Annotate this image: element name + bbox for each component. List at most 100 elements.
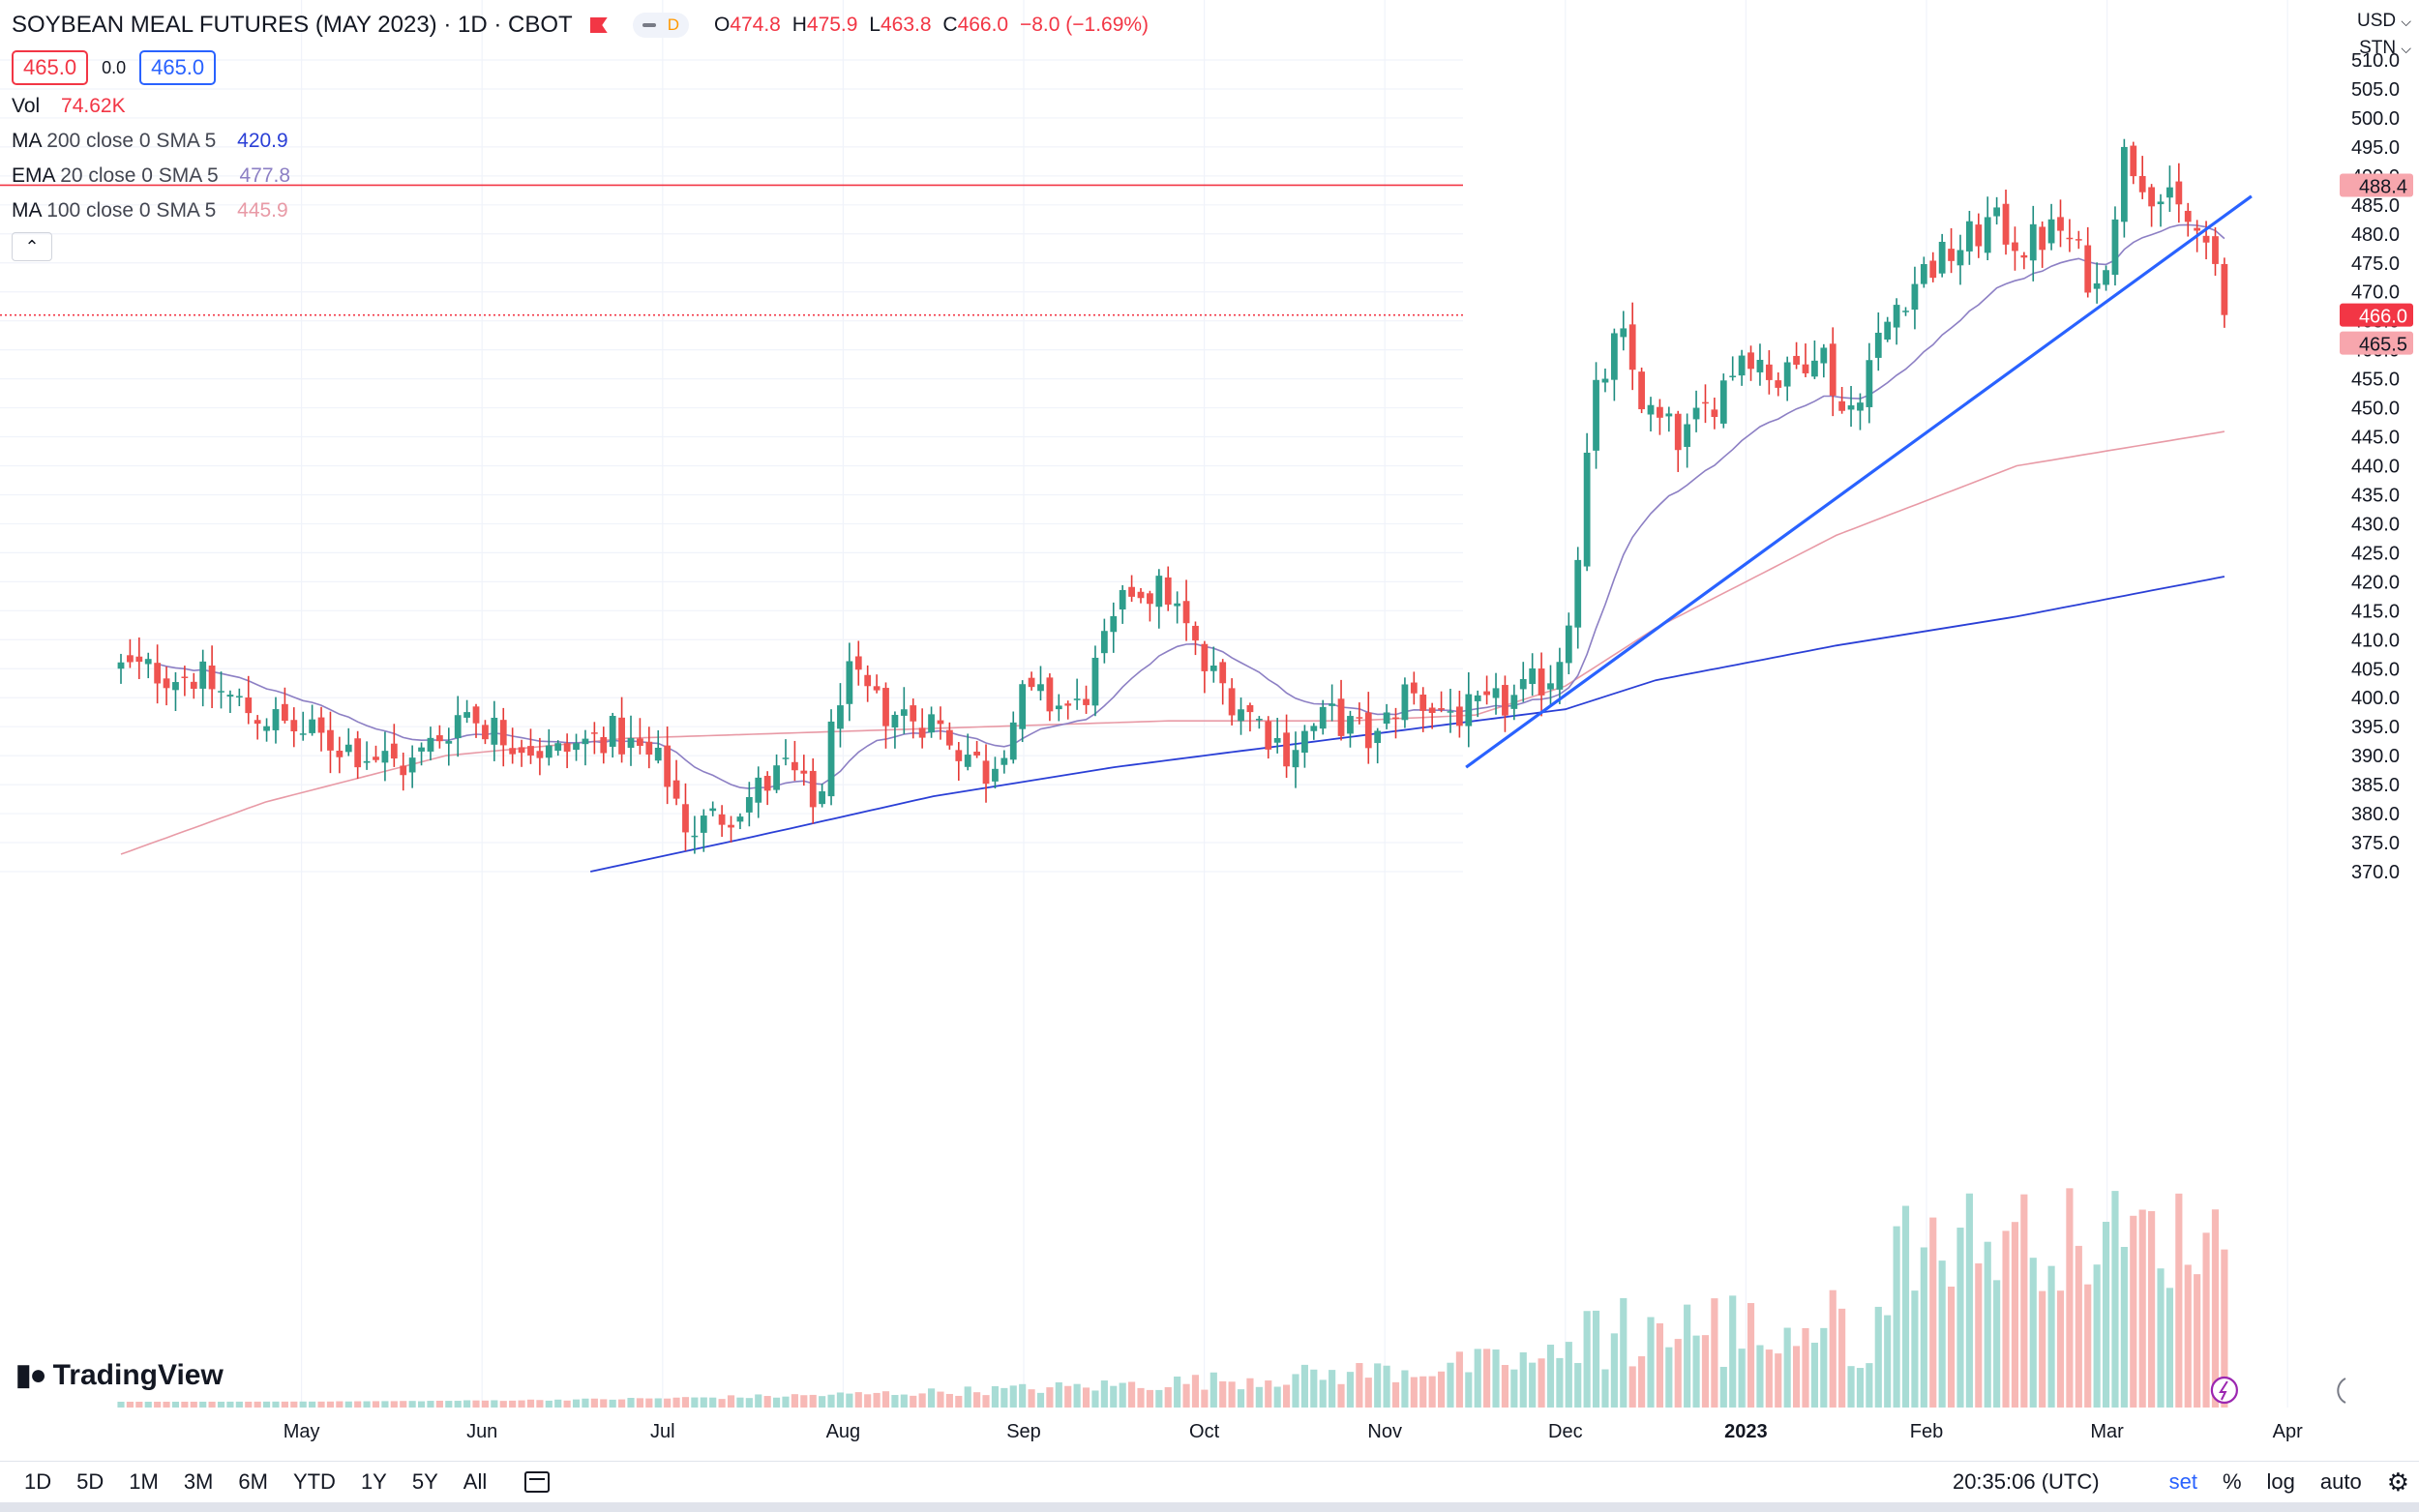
volume-bar <box>991 1385 1000 1408</box>
auto-scale-button[interactable]: auto <box>2319 1469 2362 1494</box>
range-button-3m[interactable]: 3M <box>183 1469 214 1494</box>
candle <box>1465 671 1473 748</box>
symbol-title[interactable]: SOYBEAN MEAL FUTURES (MAY 2023) · 1D · C… <box>12 12 573 38</box>
candle-body <box>1238 709 1244 722</box>
candle <box>1547 665 1554 707</box>
volume-bar <box>1510 1369 1518 1408</box>
range-button-5d[interactable]: 5D <box>76 1469 105 1494</box>
candle <box>1692 390 1700 432</box>
log-scale-button[interactable]: log <box>2266 1469 2295 1494</box>
mode-pill[interactable]: D <box>632 13 689 38</box>
candle <box>1392 707 1399 739</box>
candle-body <box>445 741 453 744</box>
session-button[interactable]: set <box>2168 1469 2197 1494</box>
candle <box>937 706 944 740</box>
price-chart[interactable]: 370.0 375.0 380.0 385.0 390.0 395.0 400.0 405.0… <box>0 0 2419 1461</box>
candle <box>1729 356 1737 381</box>
candle <box>1319 699 1327 735</box>
price-axis[interactable]: 370.0 375.0 380.0 385.0 390.0 395.0 400.0 405.0… <box>2340 50 2413 883</box>
volume-bar <box>1374 1363 1382 1408</box>
volume-bar <box>645 1398 653 1408</box>
clock-time[interactable]: 20:35:06 (UTC) <box>1952 1469 2100 1494</box>
candle <box>1711 398 1718 430</box>
range-button-5y[interactable]: 5Y <box>411 1469 438 1494</box>
candle <box>1301 725 1308 768</box>
volume-bar <box>354 1401 362 1408</box>
trendline-drawing[interactable] <box>1465 194 2253 769</box>
price-tick-label: 425.0 <box>2351 543 2400 564</box>
candle <box>2221 257 2228 328</box>
volume-bar <box>171 1401 180 1408</box>
candle-body <box>272 709 280 730</box>
volume-value: 74.62K <box>61 95 126 117</box>
volume-bar <box>235 1401 243 1408</box>
candle <box>1219 659 1227 705</box>
calendar-icon[interactable] <box>524 1471 551 1493</box>
time-axis[interactable]: MayJunJulAugSepOctNovDec2023FebMarAprMay <box>284 1421 2419 1442</box>
volume-bar <box>782 1396 790 1408</box>
indicator-ma200[interactable]: MA 200 close 0 SMA 5 420.9 <box>12 124 1149 159</box>
volume-bar <box>1492 1349 1500 1408</box>
volume-bar <box>1401 1370 1409 1408</box>
volume-bar <box>1674 1339 1682 1408</box>
candle <box>1438 691 1445 713</box>
candle-body <box>245 697 253 714</box>
volume-bar <box>336 1401 343 1408</box>
candle-body <box>290 720 298 731</box>
gear-icon[interactable]: ⚙ <box>2386 1467 2409 1497</box>
candle <box>2075 230 2082 250</box>
volume-bar <box>499 1401 507 1408</box>
volume-bar <box>819 1396 826 1408</box>
range-button-1d[interactable]: 1D <box>24 1469 52 1494</box>
indicator-ema20[interactable]: EMA 20 close 0 SMA 5 477.8 <box>12 159 1149 193</box>
collapse-legend-button[interactable]: ⌃ <box>12 232 52 261</box>
candle-body <box>226 695 234 697</box>
candle-body <box>1128 586 1135 597</box>
volume-bar <box>1329 1370 1336 1408</box>
candle-body <box>1884 321 1892 340</box>
horizontal-lines[interactable] <box>0 184 1463 316</box>
bid-button[interactable]: 465.0 <box>12 50 89 85</box>
candle <box>127 638 134 668</box>
indicator-name: MA <box>12 199 42 222</box>
candle <box>1665 406 1673 432</box>
candle-body <box>1519 678 1527 690</box>
range-button-1y[interactable]: 1Y <box>360 1469 387 1494</box>
volume-legend[interactable]: Vol 74.62K <box>12 89 1149 124</box>
candle <box>144 652 152 679</box>
candle <box>235 688 243 707</box>
volume-bar <box>2211 1209 2220 1408</box>
candle-body <box>390 743 398 759</box>
candle <box>1064 700 1072 720</box>
unit-selector[interactable]: STN ⌵ <box>2357 35 2411 62</box>
tradingview-logo[interactable]: ▮● TradingView <box>15 1358 224 1392</box>
candle-body <box>782 757 790 759</box>
candle-body <box>336 750 343 757</box>
currency-selector[interactable]: USD ⌵ <box>2357 8 2411 35</box>
range-button-1m[interactable]: 1M <box>129 1469 159 1494</box>
candle <box>1538 652 1545 717</box>
candle <box>272 697 280 744</box>
percent-scale-button[interactable]: % <box>2222 1469 2242 1494</box>
volume-bar <box>472 1400 480 1408</box>
flag-icon[interactable] <box>589 17 608 33</box>
indicator-name: EMA <box>12 164 55 187</box>
volume-bar <box>1164 1387 1172 1408</box>
candle-body <box>135 656 143 663</box>
candle-body <box>2002 203 2010 245</box>
candle <box>491 700 498 761</box>
candle <box>1510 684 1518 721</box>
range-button-all[interactable]: All <box>463 1469 488 1494</box>
candle <box>1948 227 1955 274</box>
indicator-ma100[interactable]: MA 100 close 0 SMA 5 445.9 <box>12 193 1149 228</box>
candle <box>819 784 826 808</box>
candle <box>1647 397 1655 432</box>
candle <box>654 729 662 764</box>
volume-bar <box>1191 1375 1200 1408</box>
candle-body <box>190 681 197 689</box>
range-button-6m[interactable]: 6M <box>238 1469 268 1494</box>
candle-body <box>1119 589 1126 610</box>
range-button-ytd[interactable]: YTD <box>292 1469 336 1494</box>
ask-button[interactable]: 465.0 <box>139 50 217 85</box>
candle-body <box>1474 695 1481 701</box>
